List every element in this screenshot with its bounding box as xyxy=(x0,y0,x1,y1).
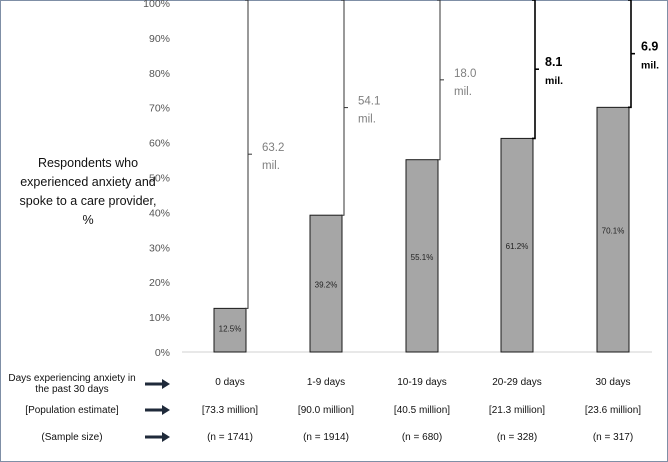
gap-bracket xyxy=(341,0,345,216)
y-tick-label: 30% xyxy=(149,242,170,254)
gap-unit: mil. xyxy=(454,86,472,98)
bars-group: 12.5% 39.2% 55.1% 61.2% 70.1% xyxy=(213,106,630,353)
gap-unit: mil. xyxy=(358,114,376,126)
bar xyxy=(405,159,439,353)
y-tick-label: 10% xyxy=(149,312,170,324)
sample-size: (n = 328) xyxy=(496,432,538,443)
y-tick-label: 60% xyxy=(149,138,170,150)
gap-amount: 18.0 xyxy=(454,68,476,80)
bar xyxy=(596,106,630,353)
gap-bracket xyxy=(628,0,632,109)
bar xyxy=(309,214,343,353)
x-category-label: 30 days xyxy=(595,377,631,388)
y-tick-label: 100% xyxy=(143,0,170,10)
x-category-label: 0 days xyxy=(215,377,245,388)
bar-value-label: 12.5% xyxy=(219,324,242,333)
right-arrow-icon xyxy=(145,379,170,389)
gap-amount: 63.2 xyxy=(262,142,284,154)
y-tick-label: 40% xyxy=(149,207,170,219)
y-tick-label: 20% xyxy=(149,277,170,289)
y-tick-label: 80% xyxy=(149,68,170,80)
y-tick-label: 0% xyxy=(155,347,170,359)
gap-unit: mil. xyxy=(545,75,563,87)
bar-value-label: 70.1% xyxy=(602,227,625,236)
y-tick-label: 90% xyxy=(149,33,170,45)
population-estimate: [21.3 million] xyxy=(488,405,546,416)
population-estimate: [90.0 million] xyxy=(297,405,355,416)
row-label-sample: (Sample size) xyxy=(41,432,103,443)
y-tick-label: 50% xyxy=(149,173,170,185)
sample-size: (n = 1741) xyxy=(207,432,253,443)
row-label-days: Days experiencing anxiety in the past 30… xyxy=(8,373,136,395)
population-estimate: [23.6 million] xyxy=(584,405,642,416)
x-category-label: 10-19 days xyxy=(397,377,447,388)
gap-unit: mil. xyxy=(262,160,280,172)
population-estimate: [73.3 million] xyxy=(201,405,259,416)
sample-size: (n = 1914) xyxy=(303,432,349,443)
gap-bracket xyxy=(532,0,536,140)
sample-size: (n = 680) xyxy=(401,432,443,443)
y-tick-label: 70% xyxy=(149,103,170,115)
gap-bracket xyxy=(245,0,249,309)
bar xyxy=(213,307,247,353)
right-arrow-icon xyxy=(145,405,170,415)
sample-size: (n = 317) xyxy=(592,432,634,443)
row-label-population: [Population estimate] xyxy=(25,405,119,416)
gap-amount: 6.9 xyxy=(641,40,658,54)
x-category-label: 20-29 days xyxy=(492,377,542,388)
bar-value-label: 55.1% xyxy=(411,253,434,262)
bar-value-label: 61.2% xyxy=(506,242,529,251)
x-category-label: 1-9 days xyxy=(306,377,346,388)
gap-amount: 54.1 xyxy=(358,96,380,108)
gap-brackets-group: 63.2 mil. 54.1 mil. 18.0 mil. 8.1 mil. 6.9 mil. xyxy=(245,0,659,309)
gap-amount: 8.1 xyxy=(545,55,562,69)
right-arrow-icon xyxy=(145,432,170,442)
gap-unit: mil. xyxy=(641,60,659,72)
y-axis-ticks: 0% 10% 20% 30% 40% 50% 60% 70% 80% 90% 100% xyxy=(143,0,170,359)
gap-bracket xyxy=(437,0,441,161)
population-estimate: [40.5 million] xyxy=(393,405,451,416)
bar-value-label: 39.2% xyxy=(315,281,338,290)
y-axis-label: Respondents who experienced anxiety and … xyxy=(19,156,157,227)
bar xyxy=(500,137,534,353)
